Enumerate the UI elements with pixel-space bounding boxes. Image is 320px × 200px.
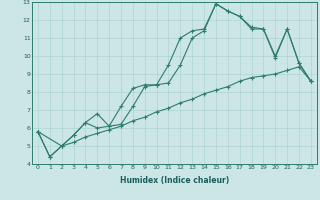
X-axis label: Humidex (Indice chaleur): Humidex (Indice chaleur) — [120, 176, 229, 185]
